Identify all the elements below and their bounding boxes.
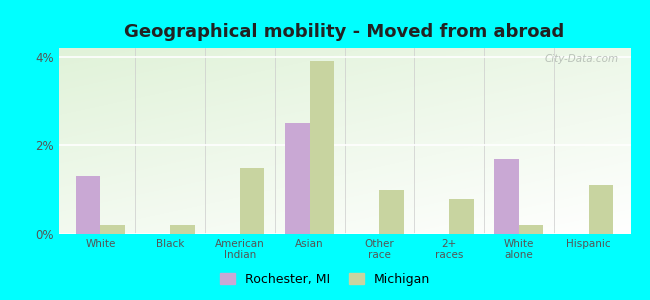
Bar bbox=[495, 159, 519, 234]
Legend: Rochester, MI, Michigan: Rochester, MI, Michigan bbox=[215, 268, 435, 291]
Bar bbox=[285, 123, 309, 234]
Bar bbox=[309, 61, 334, 234]
Title: Geographical mobility - Moved from abroad: Geographical mobility - Moved from abroa… bbox=[124, 23, 565, 41]
Bar bbox=[76, 176, 100, 234]
Bar bbox=[519, 225, 543, 234]
Bar bbox=[380, 190, 404, 234]
Bar bbox=[100, 225, 125, 234]
Bar bbox=[589, 185, 613, 234]
Bar bbox=[240, 168, 265, 234]
Text: City-Data.com: City-Data.com bbox=[545, 54, 619, 64]
Bar bbox=[170, 225, 194, 234]
Bar bbox=[449, 199, 474, 234]
